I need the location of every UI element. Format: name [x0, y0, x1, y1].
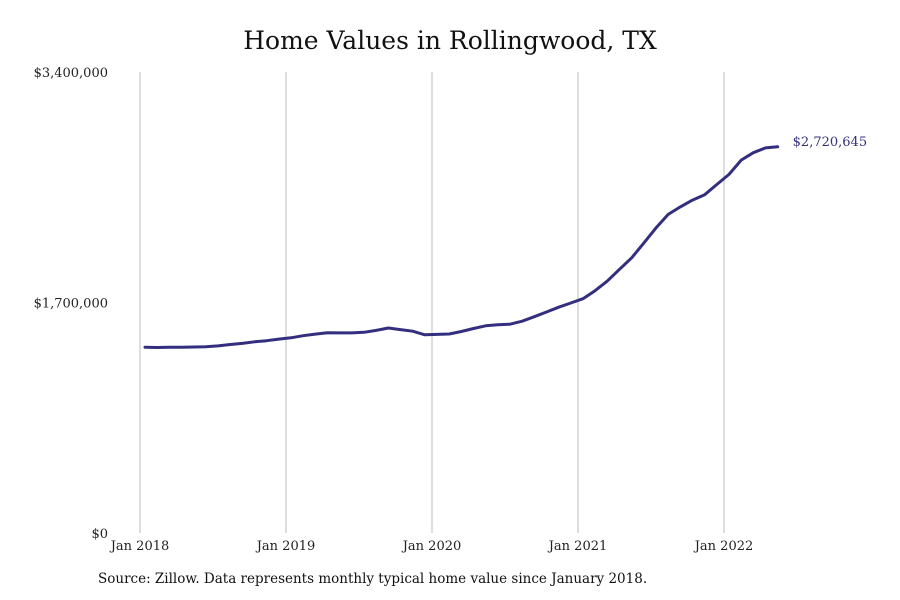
end-label-group: $2,720,645 [793, 135, 867, 150]
x-tick-label: Jan 2021 [547, 539, 608, 554]
x-tick-label: Jan 2022 [693, 539, 754, 554]
x-tick-label: Jan 2018 [109, 539, 170, 554]
x-tick-label: Jan 2019 [255, 539, 316, 554]
y-axis-tick-labels: $0 $1,700,000 $3,400,000 [34, 66, 108, 542]
series-line-group [143, 145, 780, 349]
end-value-label: $2,720,645 [793, 135, 867, 150]
y-tick-label: $1,700,000 [34, 297, 108, 312]
chart-title: Home Values in Rollingwood, TX [243, 26, 657, 55]
vertical-gridlines [139, 72, 725, 533]
y-tick-label: $0 [91, 527, 108, 542]
y-tick-label: $3,400,000 [34, 66, 108, 81]
source-note: Source: Zillow. Data represents monthly … [98, 571, 648, 587]
x-axis-tick-labels: Jan 2018 Jan 2019 Jan 2020 Jan 2021 Jan 2022 [109, 539, 754, 554]
series-line [143, 145, 780, 349]
x-tick-label: Jan 2020 [401, 539, 462, 554]
